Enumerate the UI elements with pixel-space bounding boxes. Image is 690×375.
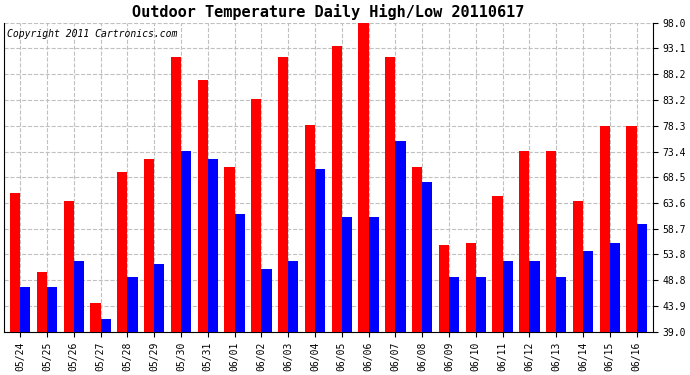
Bar [600,126,610,332]
Bar [315,170,325,332]
Bar [368,216,379,332]
Bar [10,193,20,332]
Bar [412,167,422,332]
Bar [637,224,647,332]
Bar [63,201,74,332]
Bar [37,272,47,332]
Bar [171,57,181,332]
Bar [305,125,315,332]
Bar [358,23,368,332]
Bar [519,151,529,332]
Title: Outdoor Temperature Daily High/Low 20110617: Outdoor Temperature Daily High/Low 20110… [132,4,524,20]
Bar [144,159,155,332]
Bar [288,261,298,332]
Bar [47,287,57,332]
Bar [224,167,235,332]
Text: Copyright 2011 Cartronics.com: Copyright 2011 Cartronics.com [8,29,178,39]
Bar [493,195,502,332]
Bar [556,277,566,332]
Bar [342,216,352,332]
Bar [117,172,128,332]
Bar [90,303,101,332]
Bar [627,126,637,332]
Bar [583,251,593,332]
Bar [197,80,208,332]
Bar [208,159,218,332]
Bar [181,151,191,332]
Bar [573,201,583,332]
Bar [74,261,84,332]
Bar [278,57,288,332]
Bar [395,141,406,332]
Bar [422,183,433,332]
Bar [128,277,137,332]
Bar [439,245,449,332]
Bar [546,151,556,332]
Bar [20,287,30,332]
Bar [476,277,486,332]
Bar [262,269,272,332]
Bar [155,264,164,332]
Bar [610,243,620,332]
Bar [235,214,245,332]
Bar [449,277,459,332]
Bar [466,243,476,332]
Bar [251,99,262,332]
Bar [101,319,111,332]
Bar [502,261,513,332]
Bar [529,261,540,332]
Bar [332,46,342,332]
Bar [385,57,395,332]
